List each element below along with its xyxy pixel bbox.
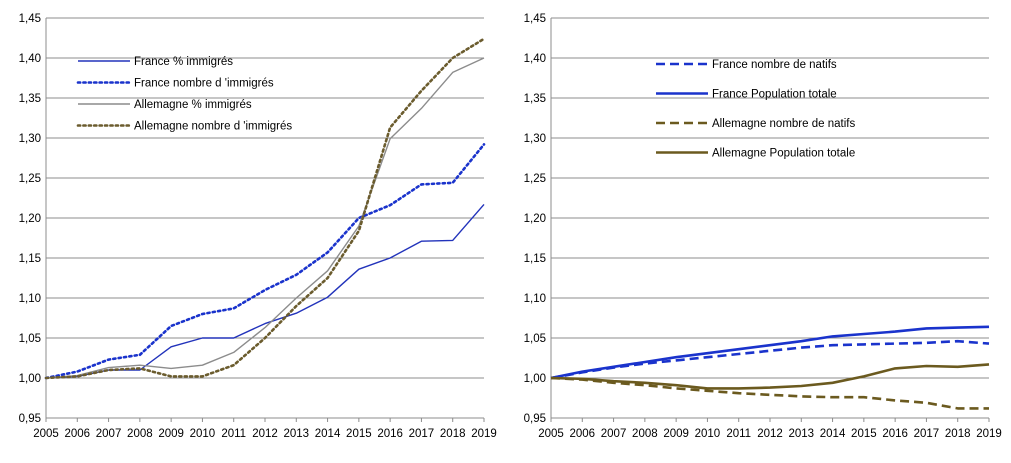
legend-label: Allemagne Population totale bbox=[712, 148, 855, 160]
x-tick-label: 2008 bbox=[127, 428, 153, 440]
series-line bbox=[45, 57, 485, 379]
x-tick-label: 2011 bbox=[726, 428, 751, 440]
y-tick-label: 1,15 bbox=[19, 253, 41, 265]
y-tick-label: 1,30 bbox=[19, 133, 41, 145]
y-tick-label: 1,35 bbox=[19, 93, 41, 105]
legend-label: Allemagne nombre de natifs bbox=[712, 118, 855, 130]
y-tick-label: 1,45 bbox=[524, 13, 546, 25]
y-tick-label: 1,10 bbox=[524, 293, 546, 305]
y-tick-label: 1,10 bbox=[19, 293, 41, 305]
x-tick-label: 2009 bbox=[158, 428, 184, 440]
legend-label: France nombre de natifs bbox=[712, 59, 837, 71]
y-tick-label: 1,25 bbox=[524, 173, 546, 185]
x-tick-label: 2011 bbox=[221, 428, 246, 440]
x-tick-label: 2006 bbox=[64, 428, 90, 440]
y-tick-label: 1,15 bbox=[524, 253, 546, 265]
series-line bbox=[550, 376, 989, 410]
series-line bbox=[550, 325, 990, 380]
legend-label: France % immigrés bbox=[134, 56, 233, 68]
x-tick-label: 2014 bbox=[315, 428, 341, 440]
legend-label: France nombre d 'immigrés bbox=[134, 78, 274, 90]
legend-label: Allemagne nombre d 'immigrés bbox=[134, 121, 292, 133]
x-tick-label: 2013 bbox=[283, 428, 309, 440]
chart-2: 0,95 1,00 1,05 1,10 1,15 1,20 1,25 1,30 1,35 1,40… bbox=[524, 13, 1002, 440]
x-tick-label: 2007 bbox=[96, 428, 122, 440]
x-tick-label: 2016 bbox=[377, 428, 403, 440]
x-tick-label: 2018 bbox=[440, 428, 466, 440]
x-tick-label: 2017 bbox=[914, 428, 940, 440]
y-tick-label: 1,00 bbox=[524, 373, 546, 385]
y-tick-label: 0,95 bbox=[19, 413, 41, 425]
y-tick-label: 1,25 bbox=[19, 173, 41, 185]
y-tick-label: 1,00 bbox=[19, 373, 41, 385]
y-tick-label: 1,40 bbox=[19, 53, 41, 65]
series-line bbox=[550, 363, 990, 390]
y-tick-label: 1,35 bbox=[524, 93, 546, 105]
x-tick-label: 2006 bbox=[569, 428, 595, 440]
y-tick-label: 1,45 bbox=[19, 13, 41, 25]
x-tick-label: 2015 bbox=[346, 428, 372, 440]
series-line bbox=[45, 203, 485, 379]
x-tick-label: 2005 bbox=[33, 428, 59, 440]
series-line bbox=[550, 339, 990, 380]
x-tick-label: 2019 bbox=[976, 428, 1002, 440]
y-tick-label: 0,95 bbox=[524, 413, 546, 425]
x-tick-label: 2018 bbox=[945, 428, 971, 440]
x-tick-label: 2010 bbox=[190, 428, 216, 440]
x-tick-label: 2017 bbox=[409, 428, 435, 440]
series-line bbox=[44, 143, 486, 380]
y-tick-label: 1,40 bbox=[524, 53, 546, 65]
x-tick-label: 2012 bbox=[252, 428, 278, 440]
y-tick-label: 1,20 bbox=[19, 213, 41, 225]
x-tick-label: 2014 bbox=[820, 428, 846, 440]
y-tick-label: 1,20 bbox=[524, 213, 546, 225]
legend-label: France Population totale bbox=[712, 89, 837, 101]
x-tick-label: 2019 bbox=[471, 428, 497, 440]
x-tick-label: 2007 bbox=[601, 428, 627, 440]
legend-label: Allemagne % immigrés bbox=[134, 99, 252, 111]
x-tick-label: 2005 bbox=[538, 428, 564, 440]
x-tick-label: 2008 bbox=[632, 428, 658, 440]
y-tick-label: 1,05 bbox=[19, 333, 41, 345]
x-tick-label: 2016 bbox=[882, 428, 908, 440]
x-tick-label: 2015 bbox=[851, 428, 877, 440]
x-tick-label: 2010 bbox=[695, 428, 721, 440]
x-tick-label: 2012 bbox=[757, 428, 783, 440]
chart-1: 0,95 1,00 1,05 1,10 1,15 1,20 1,25 1,30 1,35 1,40… bbox=[19, 13, 497, 440]
x-tick-label: 2013 bbox=[788, 428, 814, 440]
series-line bbox=[44, 37, 486, 380]
y-tick-label: 1,30 bbox=[524, 133, 546, 145]
x-tick-label: 2009 bbox=[663, 428, 689, 440]
y-tick-label: 1,05 bbox=[524, 333, 546, 345]
